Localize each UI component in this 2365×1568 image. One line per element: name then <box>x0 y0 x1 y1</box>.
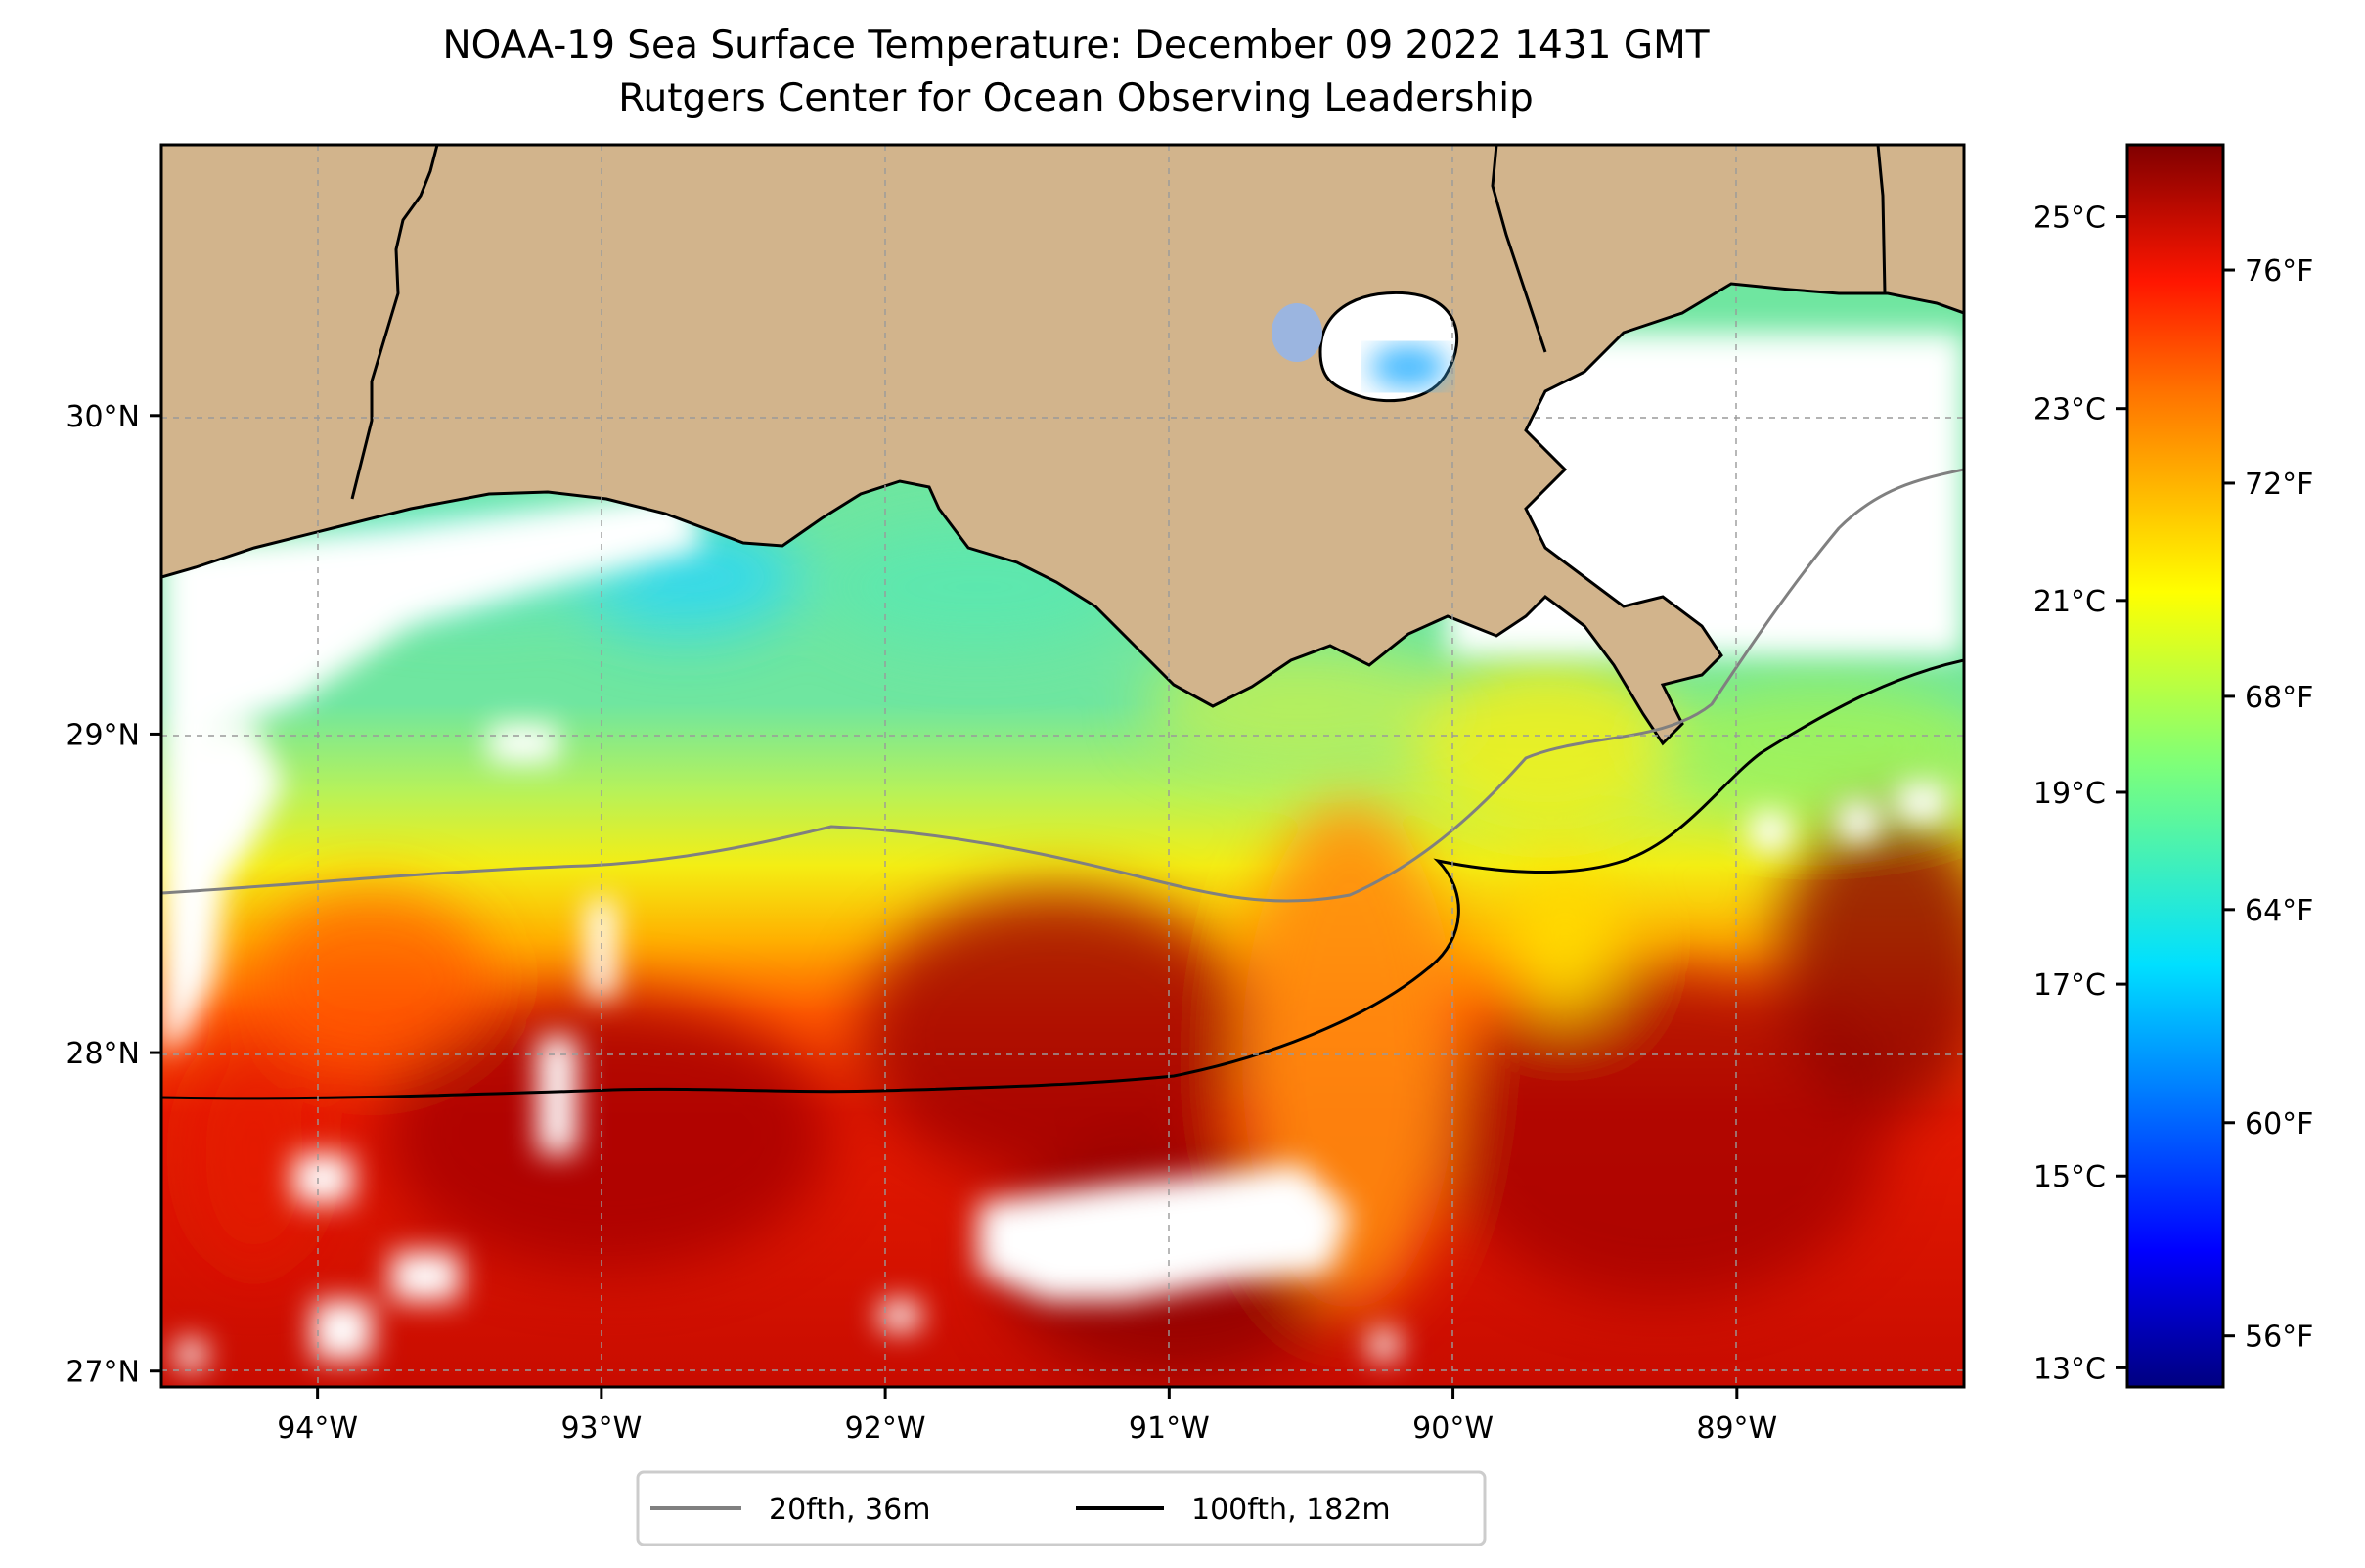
state-boundary-ms-al <box>1876 145 1887 294</box>
colorbar-fahrenheit-axis: 76°F 72°F 68°F 64°F 60°F 56°F <box>2223 254 2313 1355</box>
celsius-tick-label: 15°C <box>2033 1160 2106 1194</box>
fahrenheit-tick-label: 76°F <box>2245 254 2313 289</box>
fahrenheit-tick-label: 64°F <box>2245 894 2313 928</box>
legend-box <box>636 1470 1487 1546</box>
land-coast <box>161 145 1964 746</box>
celsius-tick-label: 19°C <box>2033 777 2106 811</box>
map-panel <box>161 145 1964 1387</box>
celsius-tick-label: 21°C <box>2033 585 2106 619</box>
colorbar <box>2125 143 2225 1389</box>
lon-tick-label: 92°W <box>845 1411 926 1446</box>
celsius-tick-label: 17°C <box>2033 968 2106 1003</box>
lon-tick-label: 93°W <box>560 1411 642 1446</box>
lon-axis: 94°W 93°W 92°W 91°W 90°W 89°W <box>277 1387 1777 1446</box>
chart-title-line2: Rutgers Center for Ocean Observing Leade… <box>618 76 1534 120</box>
chart-title-line1: NOAA-19 Sea Surface Temperature: Decembe… <box>442 23 1710 67</box>
lake-sst-patch <box>1369 345 1448 388</box>
fahrenheit-tick-label: 60°F <box>2245 1107 2313 1142</box>
inland-lake <box>1272 303 1322 362</box>
celsius-tick-label: 23°C <box>2033 393 2106 427</box>
lat-tick-label: 28°N <box>66 1037 140 1071</box>
lat-tick-label: 30°N <box>66 400 140 434</box>
lat-axis: 30°N 29°N 28°N 27°N <box>66 400 161 1390</box>
gridlines <box>161 145 1964 1387</box>
colorbar-celsius-axis: 25°C 23°C 21°C 19°C 17°C 15°C 13°C <box>2033 202 2127 1386</box>
fahrenheit-tick-label: 68°F <box>2245 681 2313 715</box>
lon-tick-label: 90°W <box>1412 1411 1494 1446</box>
lon-tick-label: 94°W <box>277 1411 358 1446</box>
fahrenheit-tick-label: 72°F <box>2245 468 2313 502</box>
fahrenheit-tick-label: 56°F <box>2245 1321 2313 1355</box>
lat-tick-label: 29°N <box>66 718 140 752</box>
lat-tick-label: 27°N <box>66 1356 140 1390</box>
isobath-20fth <box>161 468 1964 903</box>
celsius-tick-label: 25°C <box>2033 202 2106 236</box>
map-frame <box>159 143 1966 1389</box>
lon-tick-label: 89°W <box>1696 1411 1777 1446</box>
celsius-tick-label: 13°C <box>2033 1352 2106 1386</box>
isobath-100fth <box>161 658 1964 1100</box>
state-boundary-la-ms <box>1491 145 1547 353</box>
lon-tick-label: 91°W <box>1129 1411 1210 1446</box>
legend-label-100fth: 100fth, 182m <box>1191 1493 1391 1527</box>
legend: 20fth, 36m 100fth, 182m <box>636 1470 1487 1546</box>
legend-label-20fth: 20fth, 36m <box>769 1493 930 1527</box>
state-boundary-la-tx <box>350 145 439 500</box>
